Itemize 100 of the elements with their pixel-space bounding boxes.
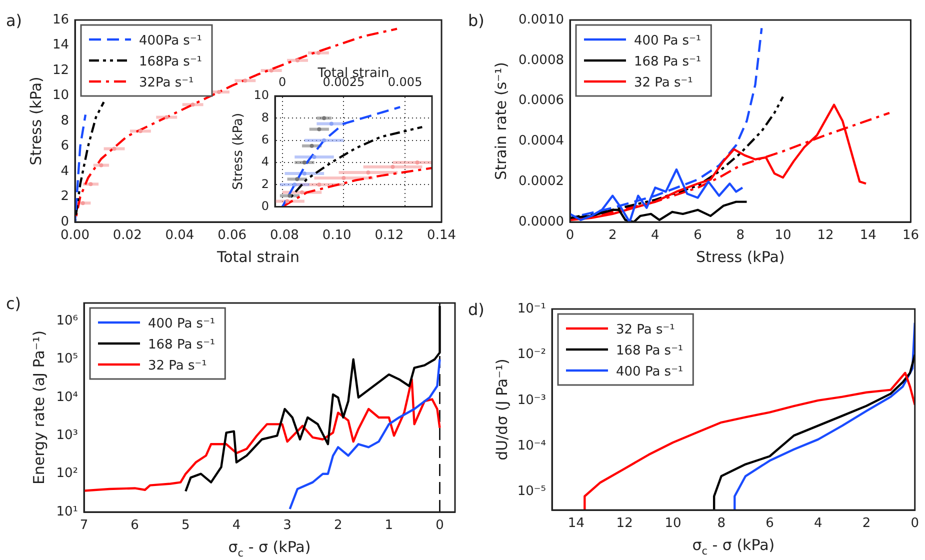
x-tick-label: 5: [182, 518, 190, 534]
x-tick-label: 4: [232, 518, 241, 534]
point: [216, 90, 221, 94]
x-tick-label: 7: [80, 518, 88, 534]
legend-label: 168 Pa s⁻¹: [148, 338, 216, 352]
y-tick-label: 10: [254, 88, 269, 102]
x-tick-label: 0.12: [374, 228, 404, 244]
y-tick-label: 0.0010: [518, 12, 564, 28]
y-tick-label: 0: [60, 214, 69, 230]
x-tick-label: 8: [736, 228, 745, 244]
y-tick-label: 10⁻¹: [517, 301, 546, 316]
y-tick-label: 12: [52, 62, 69, 78]
point: [288, 194, 292, 198]
line-series: [75, 114, 87, 222]
point: [292, 182, 297, 187]
point: [342, 176, 346, 180]
y-tick-label: 8: [60, 113, 69, 128]
y-tick-label: 10⁻⁴: [517, 438, 546, 454]
y-tick-label: 6: [261, 132, 269, 146]
point: [322, 116, 326, 120]
point: [99, 163, 104, 168]
y-tick-label: 0.0002: [518, 174, 564, 189]
y-tick-label: 10: [52, 88, 69, 104]
point: [285, 199, 290, 204]
point: [269, 68, 274, 72]
line-series: [281, 166, 432, 207]
x-tick-label: 10: [774, 228, 792, 244]
x-tick-label: 0: [566, 228, 574, 244]
point: [316, 50, 320, 55]
point: [296, 58, 300, 62]
x-tick-label: 0: [278, 74, 286, 89]
x-tick-label: 12: [616, 516, 633, 532]
y-tick-label: 6: [60, 138, 69, 154]
legend-label: 400 Pa s⁻¹: [148, 316, 216, 332]
point: [312, 154, 316, 159]
y-tick-label: 10⁶: [56, 314, 78, 329]
x-tick-label: 14: [568, 516, 584, 532]
legend-label: 32Pa s⁻¹: [139, 76, 194, 90]
x-tick-label: 6: [130, 518, 139, 534]
point: [329, 122, 334, 126]
point: [295, 177, 300, 182]
x-tick-label: 6: [694, 228, 702, 244]
x-tick-label: 2: [334, 518, 342, 534]
x-tick-label: 14: [860, 228, 876, 244]
point: [310, 144, 314, 148]
y-tick-label: 0.0000: [518, 214, 564, 230]
x-tick-label: 3: [283, 518, 292, 534]
point: [302, 160, 306, 164]
point: [390, 164, 395, 169]
x-tick-label: 0.08: [270, 228, 299, 244]
point: [302, 172, 306, 176]
y-tick-label: 2: [60, 189, 69, 204]
x-tick-label: 0.005: [388, 74, 422, 89]
x-tick-label: 2: [862, 516, 871, 532]
y-tick-label: 10⁻⁵: [517, 484, 546, 500]
chart-title: a): [6, 11, 22, 30]
y-tick-label: 10²: [56, 466, 78, 482]
y-tick-label: 10³: [56, 428, 78, 444]
y-axis-title: Stress (kPa): [27, 76, 45, 166]
point: [164, 115, 169, 120]
y-tick-label: 16: [52, 12, 69, 28]
legend-label: 168 Pa s⁻¹: [634, 54, 702, 70]
x-tick-label: 0.00: [60, 228, 90, 244]
point: [317, 127, 322, 132]
legend-label: 168 Pa s⁻¹: [616, 344, 684, 358]
legend-label: 32 Pa s⁻¹: [148, 358, 207, 374]
point: [138, 129, 142, 134]
point: [300, 190, 304, 194]
x-tick-label: 10: [664, 516, 682, 532]
legend-label: 400 Pa s⁻¹: [616, 364, 684, 380]
y-tick-label: 10⁴: [56, 390, 78, 405]
y-tick-label: 0.0008: [518, 52, 564, 68]
y-tick-label: 2: [261, 176, 269, 191]
legend-label: 32 Pa s⁻¹: [634, 76, 693, 90]
chart-title: b): [468, 11, 484, 30]
point: [80, 201, 85, 206]
y-axis-title: dU/dσ (J Pa⁻¹): [493, 358, 511, 460]
y-tick-label: 10⁻³: [517, 392, 546, 408]
y-axis-title: Energy rate (aJ Pa⁻¹): [30, 330, 48, 485]
x-tick-label: 16: [902, 228, 919, 244]
legend-label: 400Pa s⁻¹: [139, 34, 202, 48]
x-tick-label: 4: [814, 516, 822, 532]
x-tick-label: 0.06: [218, 228, 247, 244]
x-tick-label: 2: [608, 228, 617, 244]
x-axis-title: Total strain: [216, 248, 300, 266]
point: [322, 138, 326, 142]
x-tick-label: 6: [766, 516, 774, 532]
chart-title: d): [468, 300, 484, 319]
y-tick-label: 4: [60, 164, 69, 179]
point: [317, 182, 322, 187]
point: [190, 102, 195, 107]
x-tick-label: 8: [717, 516, 726, 532]
x-axis-title: Stress (kPa): [696, 248, 785, 266]
chart-title: c): [6, 294, 22, 313]
y-tick-label: 0: [261, 198, 269, 213]
line-series: [75, 100, 105, 222]
point: [415, 160, 420, 164]
y-tick-label: 10¹: [56, 504, 78, 520]
y-axis-title: Stress (kPa): [231, 112, 246, 190]
y-tick-label: 4: [261, 154, 269, 169]
